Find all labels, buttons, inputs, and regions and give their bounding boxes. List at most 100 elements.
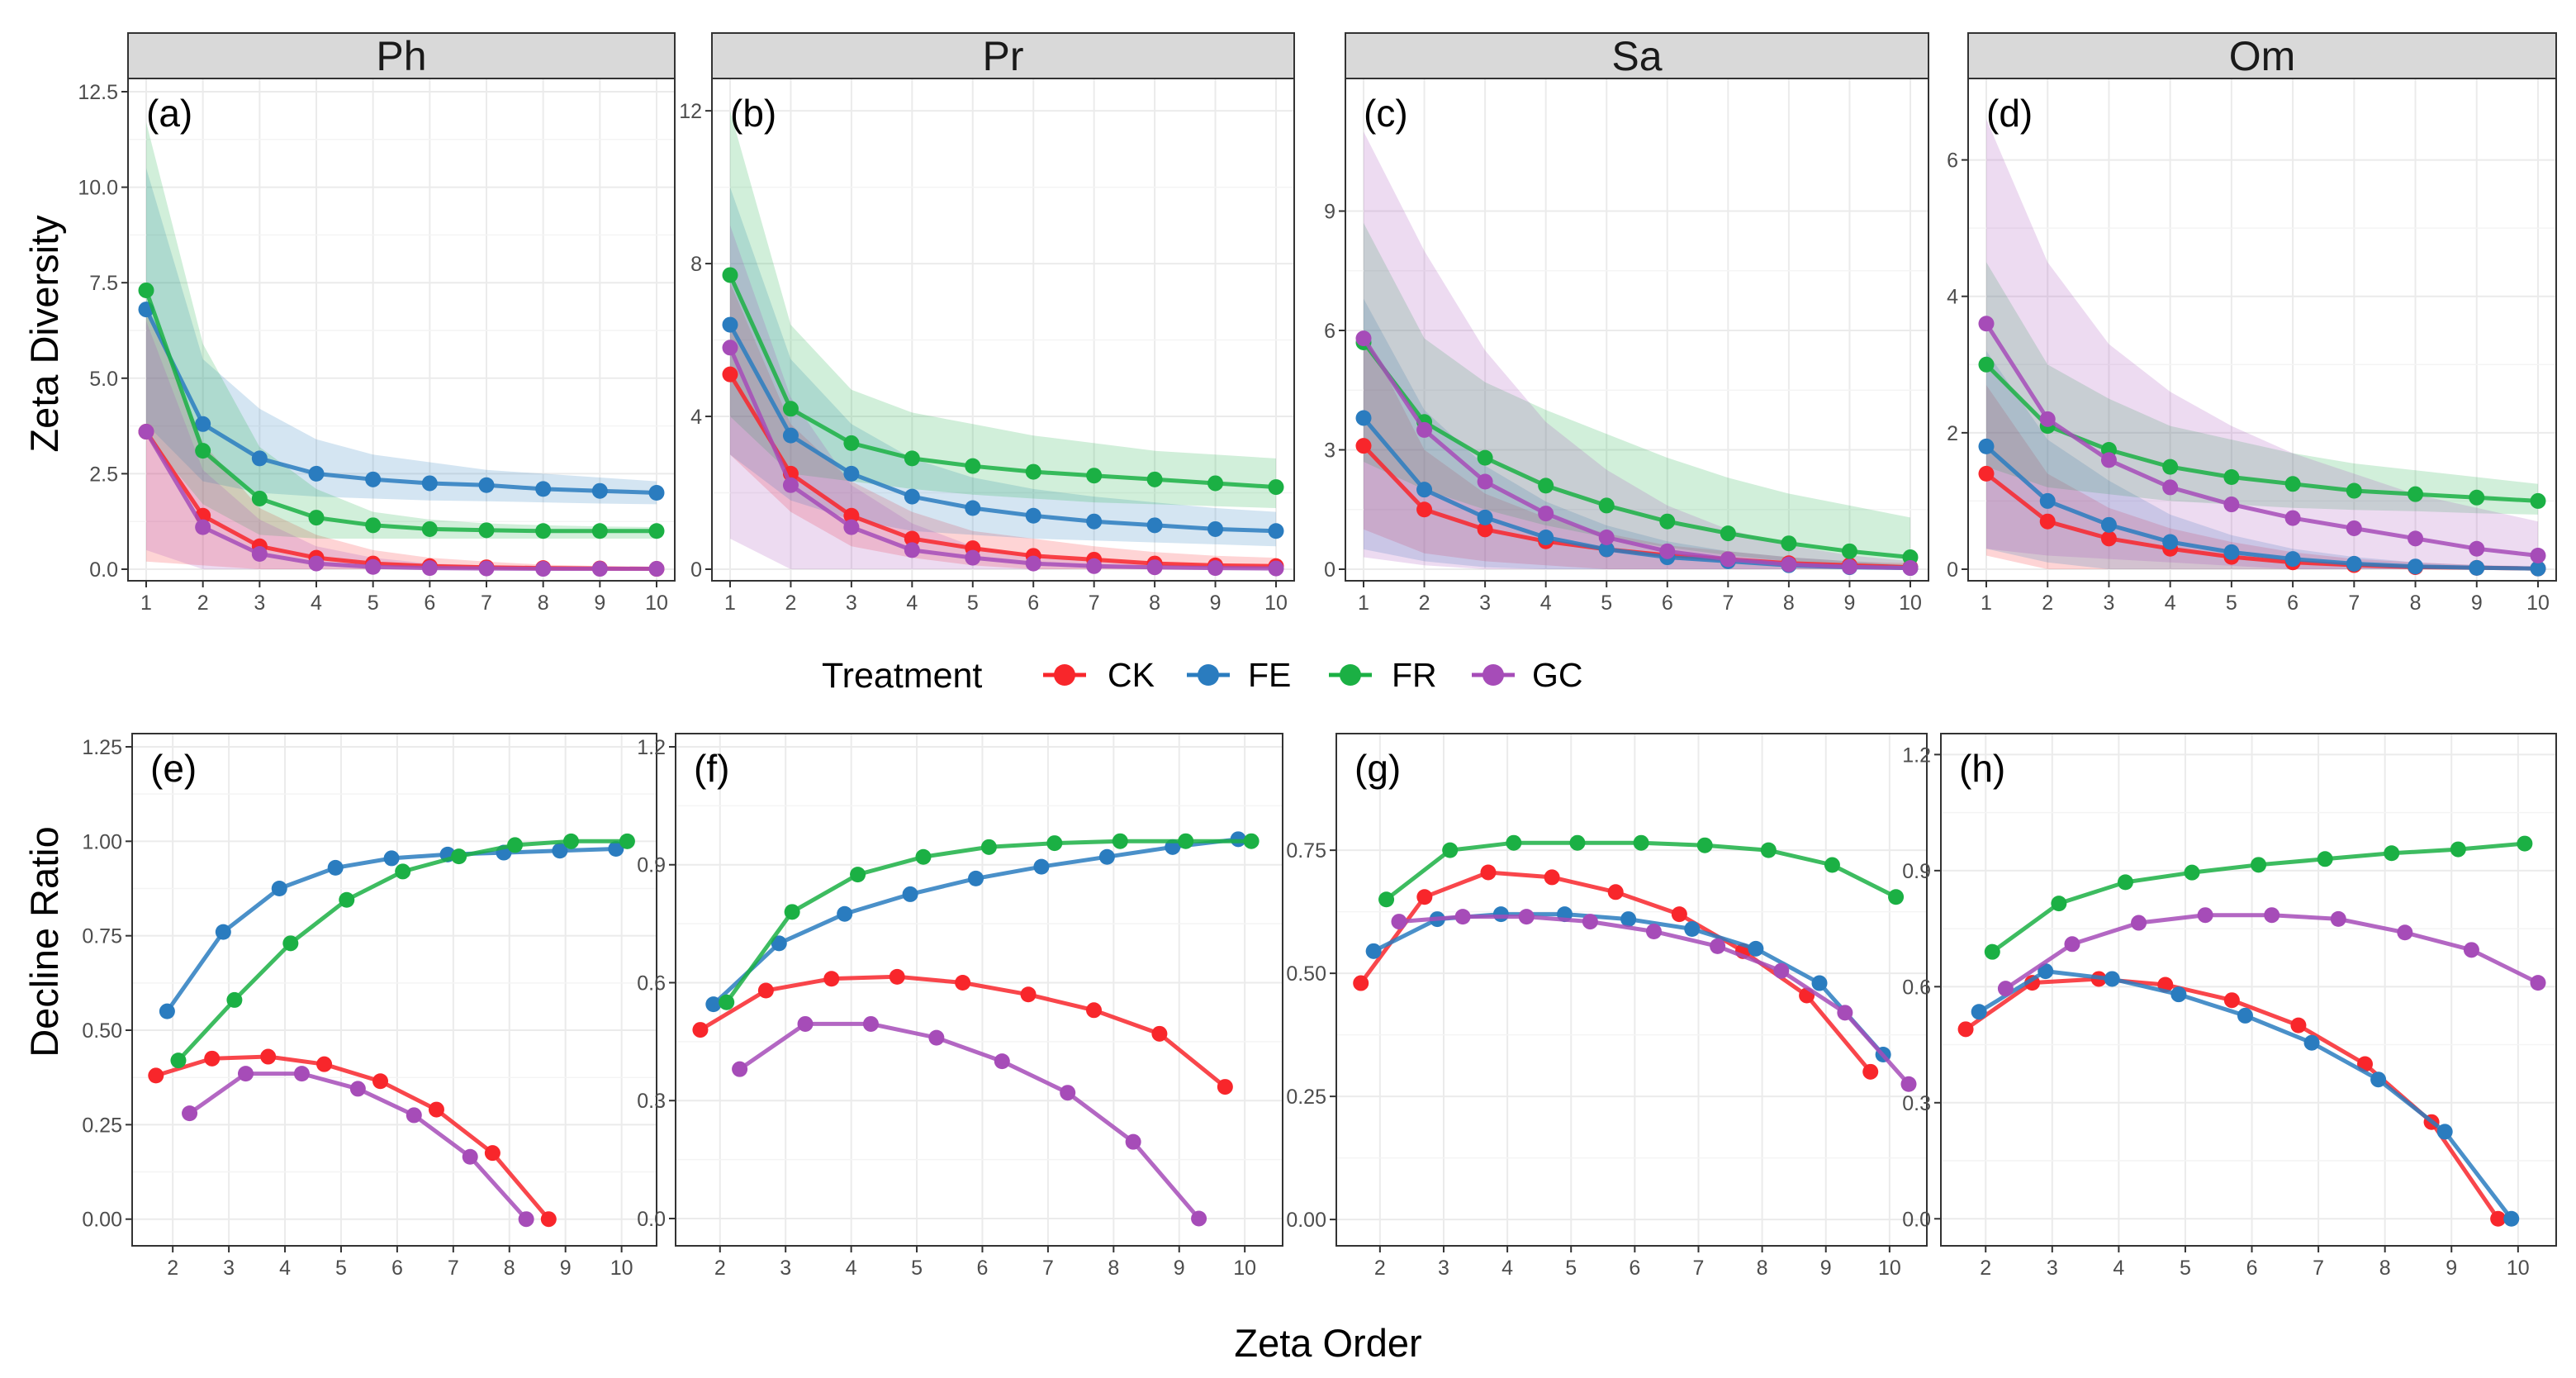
y-tick-label: 0.75: [82, 925, 122, 948]
data-point-gc: [1645, 923, 1662, 939]
y-tick-label: 4: [690, 406, 702, 429]
data-point-gc: [782, 477, 799, 493]
data-point-fr: [2223, 469, 2240, 486]
data-point-fr: [1978, 356, 1995, 373]
x-tick-label: 7: [1042, 1257, 1054, 1280]
data-point-gc: [518, 1211, 534, 1228]
data-point-ck: [428, 1101, 444, 1118]
panel-d: Om 1 2 3 4 5 6 7 8 9 10 0 2 4 6 (d): [1947, 32, 2557, 615]
data-point-fr: [1207, 475, 1224, 492]
legend: Treatment CK FE FR GC: [822, 656, 1583, 696]
data-point-gc: [732, 1061, 748, 1077]
data-point-fe: [1086, 513, 1103, 530]
x-tick-label: 7: [1722, 592, 1734, 615]
x-tick-label: 2: [785, 592, 796, 615]
data-point-gc: [928, 1029, 945, 1046]
x-tick-label: 7: [1693, 1257, 1705, 1280]
data-point-fr: [2530, 492, 2546, 509]
x-tick-label: 4: [2113, 1257, 2124, 1280]
y-tick-label: 3: [1324, 440, 1335, 463]
data-point-gc: [462, 1148, 478, 1165]
x-tick-label: 6: [2246, 1257, 2258, 1280]
data-point-fe: [837, 905, 853, 922]
plot-area-e: [132, 734, 657, 1246]
data-point-gc: [2346, 520, 2362, 536]
data-point-fr: [2384, 845, 2400, 862]
data-point-gc: [237, 1066, 254, 1082]
series-ck: [692, 968, 1233, 1095]
series-g: [1353, 834, 1917, 1092]
data-point-fe: [1207, 520, 1224, 537]
data-point-gc: [2264, 907, 2280, 924]
data-point-fr: [1477, 449, 1493, 466]
data-point-gc: [591, 561, 608, 577]
data-point-fr: [782, 401, 799, 417]
ribbon-ck: [730, 283, 1276, 569]
data-point-gc: [1841, 558, 1857, 575]
data-point-fe: [383, 850, 400, 867]
data-point-fe: [535, 481, 552, 497]
ticks-h: 2 3 4 5 6 7 8 9 10 0.0 0.3 0.6 0.9 1.2: [1902, 744, 2529, 1280]
data-point-gc: [2284, 510, 2301, 526]
data-point-ck: [2223, 992, 2240, 1009]
data-point-ck: [1477, 521, 1493, 538]
data-point-ck: [540, 1211, 557, 1228]
grid-a: [128, 78, 675, 581]
y-tick-label: 12: [679, 100, 702, 123]
data-point-fr: [2346, 482, 2362, 499]
data-point-gc: [1598, 529, 1615, 545]
data-point-fr: [1506, 834, 1522, 851]
series-line-ck: [728, 373, 1277, 568]
data-point-ck: [692, 1022, 709, 1038]
data-point-ck: [1978, 465, 1995, 482]
data-point-gc: [1538, 506, 1554, 522]
data-point-fr: [722, 267, 738, 283]
data-point-fr: [1824, 857, 1840, 873]
data-point-fe: [1268, 523, 1284, 539]
data-point-fe: [2530, 560, 2546, 577]
y-tick-label: 0.3: [1902, 1092, 1931, 1115]
x-tick-label: 4: [311, 592, 322, 615]
strip-b: [711, 32, 1295, 79]
ribbon-gc: [730, 225, 1276, 569]
data-point-gc: [1268, 560, 1284, 577]
x-tick-label: 6: [2287, 592, 2298, 615]
series-line-ck: [155, 1054, 551, 1221]
data-point-fe: [2284, 551, 2301, 568]
series-fe: [1978, 438, 2546, 577]
ribbon-ck: [1364, 330, 1910, 569]
series-line-fr: [144, 289, 657, 534]
data-point-fr: [195, 443, 211, 459]
data-point-gc: [2064, 936, 2080, 953]
data-point-ck: [1416, 501, 1433, 518]
ribbon-fr: [1364, 222, 1910, 568]
data-point-gc: [2162, 479, 2179, 496]
data-point-fe: [308, 465, 325, 482]
data-point-ck: [1085, 1002, 1102, 1019]
series-line-fr: [1362, 340, 1911, 559]
data-point-ck: [843, 507, 860, 524]
ribbon-gc: [1364, 131, 1910, 569]
x-axis-title: Zeta Order: [1234, 1321, 1421, 1365]
data-point-fr: [619, 833, 635, 849]
series-ck: [1353, 864, 1879, 1080]
x-tick-label: 10: [2507, 1257, 2530, 1280]
data-point-fr: [1268, 479, 1284, 496]
data-point-fr: [784, 904, 800, 920]
data-point-gc: [1837, 1005, 1853, 1021]
data-point-fr: [1025, 463, 1041, 480]
y-tick-label: 0.9: [1902, 860, 1931, 883]
data-point-gc: [904, 542, 920, 558]
y-axis-title-decline-ratio: Decline Ratio: [22, 826, 66, 1057]
data-point-fr: [980, 839, 997, 855]
y-axis-title-zeta-diversity: Zeta Diversity: [22, 215, 66, 453]
y-tick-label: 8: [690, 253, 702, 276]
data-point-fe: [478, 477, 495, 493]
x-tick-label: 2: [2042, 592, 2053, 615]
data-point-fr: [843, 435, 860, 451]
x-tick-label: 6: [977, 1257, 989, 1280]
series-gc: [1997, 907, 2546, 997]
data-point-fe: [2170, 986, 2187, 1003]
x-tick-label: 10: [645, 592, 668, 615]
